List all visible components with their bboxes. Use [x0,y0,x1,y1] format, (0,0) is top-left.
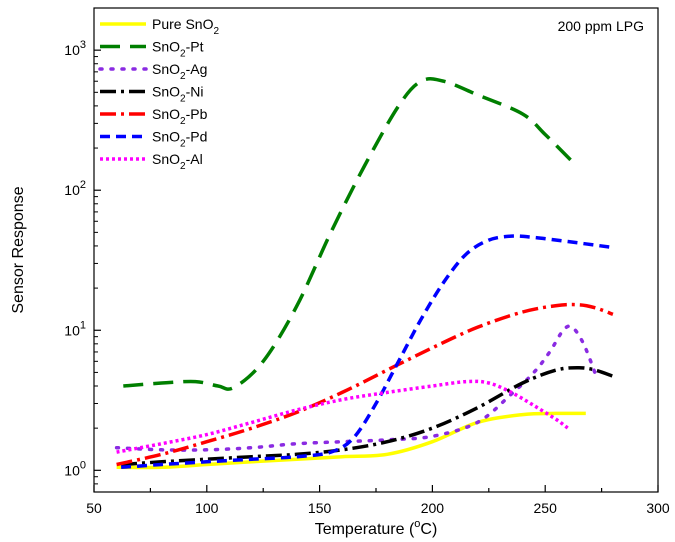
x-tick-label: 200 [421,500,445,516]
legend-label-pd: SnO2-Pd [152,129,207,150]
plot-frame [93,7,659,493]
x-tick-label: 250 [534,500,558,516]
series-line-pb [116,302,614,467]
x-tick-label: 300 [646,500,670,516]
x-tick-label: 150 [308,500,332,516]
series-line-ni [120,365,614,467]
x-axis: 50 100 150 200 250 300 [86,485,670,516]
degree-sup: o [414,518,420,530]
legend-label-ag: SnO2-Ag [152,61,207,82]
legend-label-al: SnO2-Al [152,151,203,172]
y-axis: 100 101 102 103 [64,7,101,493]
x-tick-label: 50 [86,500,102,516]
y-tick-label: 103 [64,39,86,58]
y-tick-label: 102 [64,179,86,198]
legend-label-pure: Pure SnO2 [152,16,219,37]
series-line-al [116,379,569,454]
series-line-pure [116,411,586,470]
y-tick-label: 101 [64,319,86,338]
series-line-ag [114,324,597,452]
y-tick-label: 100 [64,459,86,478]
legend-label-ni: SnO2-Ni [152,84,203,105]
legend-label-pb: SnO2-Pb [152,106,208,127]
series-line-pt [123,77,574,391]
annotation-label: 200 ppm LPG [558,18,644,34]
x-axis-title: Temperature (oC) [315,518,438,538]
legend-label-pt: SnO2-Pt [152,39,204,60]
legend: Pure SnO2SnO2-PtSnO2-AgSnO2-NiSnO2-PbSnO… [98,16,219,172]
y-axis-title: Sensor Response [10,186,27,313]
series-line-pd [120,234,614,470]
x-tick-label: 100 [195,500,219,516]
series-layer [114,77,614,470]
